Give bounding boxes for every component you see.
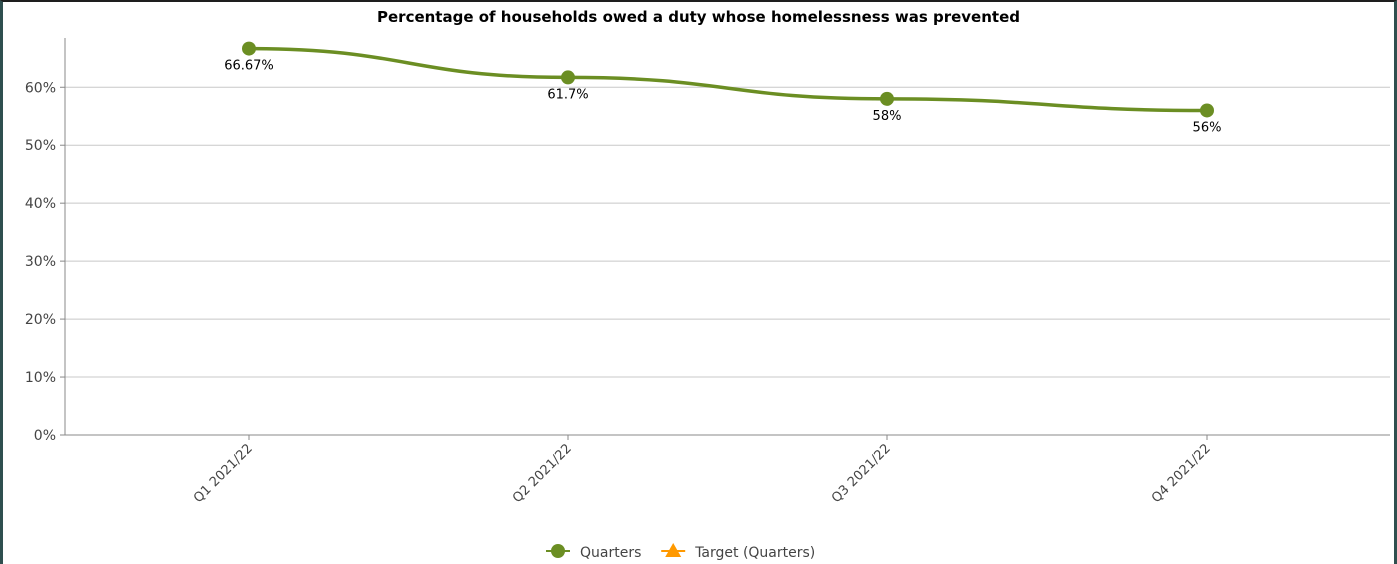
x-tick-label: Q3 2021/22 [829,441,894,506]
data-point[interactable] [880,92,894,106]
y-axis-ticks: 0% 10% 20% 30% 40% 50% 60% [25,80,65,444]
legend-marker-circle[interactable] [551,544,565,558]
series-layer [242,42,1214,118]
x-tick-label: Q4 2021/22 [1149,441,1214,506]
y-tick-label: 40% [25,196,56,212]
data-label: 58% [873,109,902,124]
y-tick-label: 10% [25,370,56,386]
series-line-0 [249,49,1207,111]
data-label: 61.7% [547,87,588,102]
legend-label[interactable]: Target (Quarters) [694,545,815,561]
legend-label[interactable]: Quarters [580,545,641,561]
data-label: 66.67% [224,59,274,74]
grid-lines [65,87,1390,377]
y-tick-label: 60% [25,80,56,96]
x-axis-ticks: Q1 2021/22 Q2 2021/22 Q3 2021/22 Q4 2021/22 [191,435,1214,506]
y-tick-label: 50% [25,138,56,154]
data-label: 56% [1193,120,1222,135]
x-tick-label: Q2 2021/22 [510,441,575,506]
data-point[interactable] [242,42,256,56]
x-tick-label: Q1 2021/22 [191,441,256,506]
axes [65,38,1390,435]
data-point[interactable] [561,70,575,84]
data-point[interactable] [1200,103,1214,117]
data-labels: 66.67% 61.7% 58% 56% [224,59,1221,136]
y-tick-label: 30% [25,254,56,270]
y-tick-label: 0% [34,428,56,444]
y-tick-label: 20% [25,312,56,328]
legend[interactable]: Quarters Target (Quarters) [546,543,815,561]
